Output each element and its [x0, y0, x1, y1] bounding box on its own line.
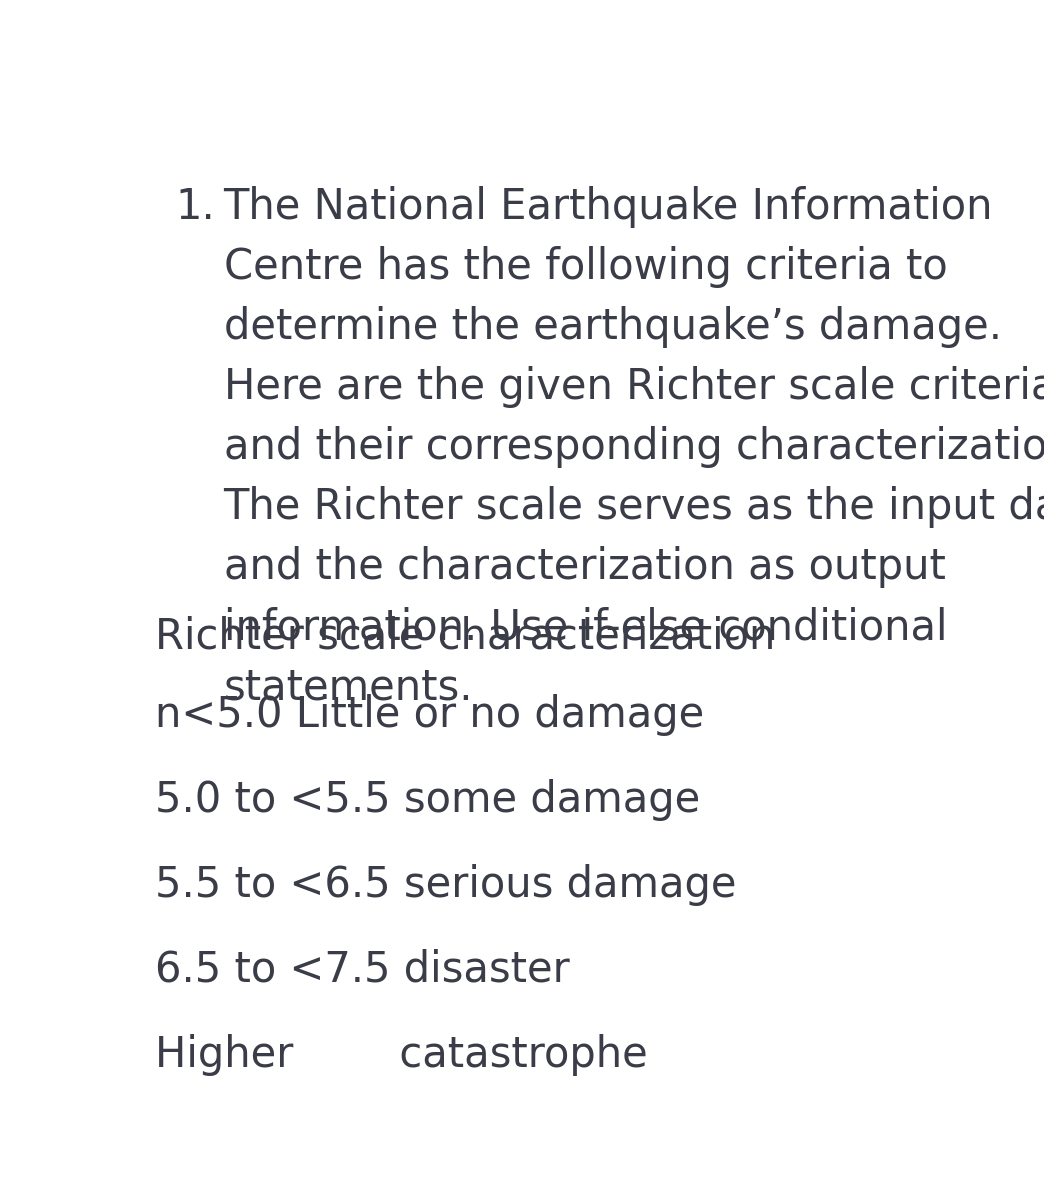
Text: The National Earthquake Information
Centre has the following criteria to
determi: The National Earthquake Information Cent… — [223, 186, 1044, 709]
Text: 5.5 to <6.5 serious damage: 5.5 to <6.5 serious damage — [155, 864, 736, 906]
Text: 1.: 1. — [175, 186, 215, 228]
Text: Higher        catastrophe: Higher catastrophe — [155, 1034, 647, 1076]
Text: 6.5 to <7.5 disaster: 6.5 to <7.5 disaster — [155, 949, 570, 991]
Text: 5.0 to <5.5 some damage: 5.0 to <5.5 some damage — [155, 779, 701, 821]
Text: n<5.0 Little or no damage: n<5.0 Little or no damage — [155, 694, 704, 736]
Text: Richter scale characterization: Richter scale characterization — [155, 616, 775, 658]
